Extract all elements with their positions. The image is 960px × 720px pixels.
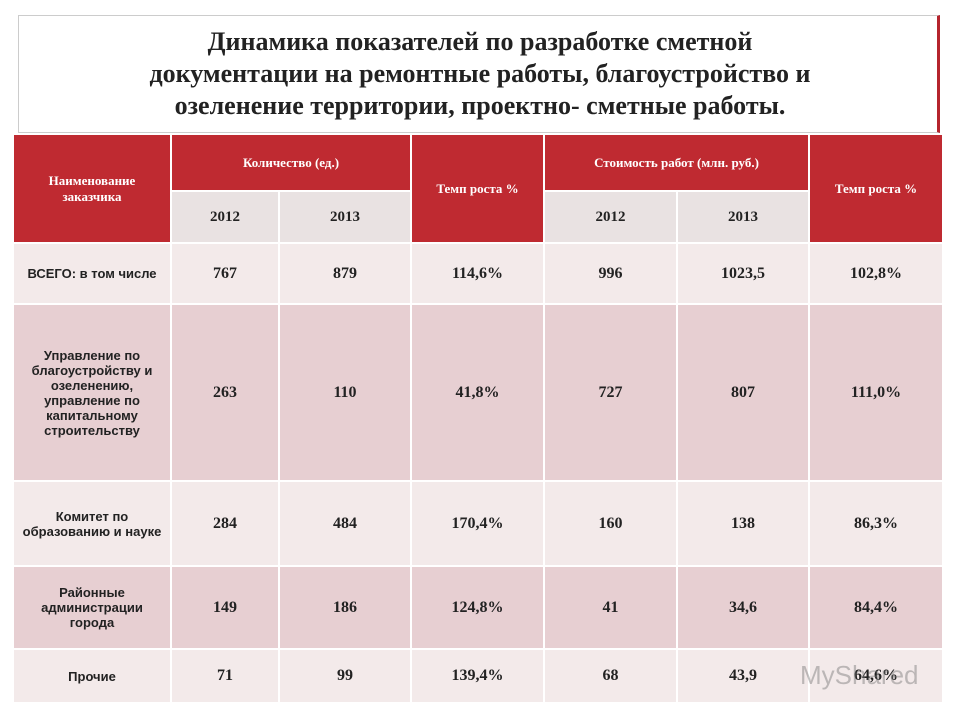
year-cell: 2012 [543, 190, 678, 244]
table-row: Управление по благоустройству и озеленен… [12, 303, 944, 482]
table-row: ВСЕГО: в том числе 767 879 114,6% 996 1023,5 1… [12, 242, 944, 305]
cell: 263 [170, 303, 280, 482]
cell: 1023,5 [676, 242, 810, 305]
row-label: Районные администрации города [12, 565, 172, 650]
cell: 71 [170, 648, 280, 704]
cell: 160 [543, 480, 678, 567]
header-cell: Наименование заказчика [12, 133, 172, 244]
cell: 186 [278, 565, 412, 650]
cell: 114,6% [410, 242, 545, 305]
year-cell: 2013 [676, 190, 810, 244]
table: Наименование заказчика Количество (ед.) … [12, 133, 944, 704]
row-label: ВСЕГО: в том числе [12, 242, 172, 305]
table-row: Прочие 71 99 139,4% 68 43,9 64,6% [12, 648, 944, 704]
header-row: Наименование заказчика Количество (ед.) … [12, 133, 944, 244]
cell: 41,8% [410, 303, 545, 482]
header-cell: Темп роста % [410, 133, 545, 244]
title-line: документации на ремонтные работы, благоу… [149, 59, 811, 88]
year-cell: 2013 [278, 190, 412, 244]
table-row: Районные администрации города 149 186 124,8… [12, 565, 944, 650]
cell: 996 [543, 242, 678, 305]
cell: 43,9 [676, 648, 810, 704]
cell: 102,8% [808, 242, 944, 305]
cell: 284 [170, 480, 280, 567]
header-cell: Темп роста % [808, 133, 944, 244]
header-cell: Количество (ед.) [170, 133, 412, 192]
watermark: MyShared [800, 660, 919, 690]
cell: 99 [278, 648, 412, 704]
cell: 64,6% [808, 648, 944, 704]
cell: 34,6 [676, 565, 810, 650]
cell: 727 [543, 303, 678, 482]
cell: 41 [543, 565, 678, 650]
cell: 139,4% [410, 648, 545, 704]
cell: 484 [278, 480, 412, 567]
row-label: Комитет по образованию и науке [12, 480, 172, 567]
cell: 111,0% [808, 303, 944, 482]
row-label: Прочие [12, 648, 172, 704]
table-row: Комитет по образованию и науке 284 484 170,… [12, 480, 944, 567]
cell: 68 [543, 648, 678, 704]
year-cell: 2012 [170, 190, 280, 244]
title-line: Динамика показателей по разработке сметн… [207, 27, 753, 56]
cell: 138 [676, 480, 810, 567]
cell: 124,8% [410, 565, 545, 650]
year-row: 2012 2013 2012 2013 [13, 190, 943, 244]
header-cell: Стоимость работ (млн. руб.) [543, 133, 810, 192]
cell: 84,4% [808, 565, 944, 650]
title-line: озеленение территории, проектно- сметные… [174, 91, 786, 120]
cell: 110 [278, 303, 412, 482]
cell: 879 [278, 242, 412, 305]
title: Динамика показателей по разработке сметн… [60, 26, 900, 122]
cell: 149 [170, 565, 280, 650]
row-label: Управление по благоустройству и озеленен… [12, 303, 172, 482]
cell: 807 [676, 303, 810, 482]
cell: 170,4% [410, 480, 545, 567]
cell: 767 [170, 242, 280, 305]
title-frame [18, 15, 940, 133]
cell: 86,3% [808, 480, 944, 567]
